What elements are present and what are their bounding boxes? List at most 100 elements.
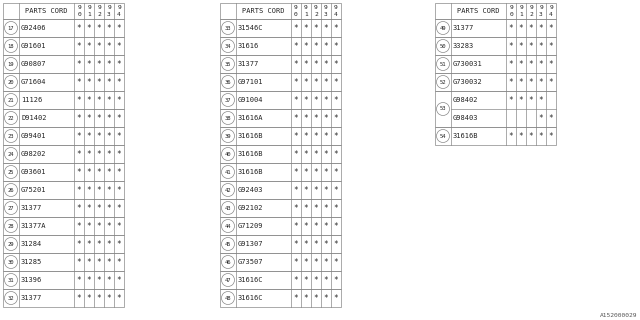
Text: *: * — [304, 276, 308, 284]
Text: 22: 22 — [8, 116, 14, 121]
Text: 9: 9 — [549, 5, 553, 10]
Text: *: * — [107, 149, 111, 158]
Text: 48: 48 — [225, 295, 231, 300]
Text: *: * — [116, 95, 122, 105]
Bar — [3, 109, 124, 127]
Bar — [3, 235, 124, 253]
Text: *: * — [97, 114, 101, 123]
Text: *: * — [324, 204, 328, 212]
Text: 0: 0 — [509, 12, 513, 17]
Text: *: * — [86, 132, 92, 140]
Text: *: * — [294, 293, 298, 302]
Text: *: * — [97, 167, 101, 177]
Text: 9: 9 — [539, 5, 543, 10]
Text: 17: 17 — [8, 26, 14, 30]
Text: *: * — [107, 60, 111, 68]
Text: 31616: 31616 — [238, 43, 259, 49]
Text: 4: 4 — [117, 12, 121, 17]
Text: 45: 45 — [225, 242, 231, 246]
Text: *: * — [97, 239, 101, 249]
Text: *: * — [77, 276, 81, 284]
Text: *: * — [529, 42, 533, 51]
Text: 31285: 31285 — [21, 259, 42, 265]
Text: *: * — [86, 204, 92, 212]
Text: *: * — [314, 258, 318, 267]
Text: *: * — [116, 114, 122, 123]
Bar — [220, 109, 341, 127]
Text: *: * — [314, 276, 318, 284]
Text: *: * — [294, 239, 298, 249]
Text: *: * — [304, 23, 308, 33]
Text: 41: 41 — [225, 170, 231, 174]
Text: *: * — [529, 77, 533, 86]
Text: 11126: 11126 — [21, 97, 42, 103]
Text: *: * — [333, 258, 339, 267]
Text: 39: 39 — [225, 133, 231, 139]
Text: 51: 51 — [440, 61, 446, 67]
Text: *: * — [86, 42, 92, 51]
Text: *: * — [539, 95, 543, 105]
Text: 9: 9 — [87, 5, 91, 10]
Text: *: * — [294, 221, 298, 230]
Text: *: * — [107, 204, 111, 212]
Text: 52: 52 — [440, 79, 446, 84]
Text: *: * — [509, 95, 513, 105]
Text: *: * — [294, 167, 298, 177]
Text: *: * — [333, 23, 339, 33]
Text: 35: 35 — [225, 61, 231, 67]
Text: 43: 43 — [225, 205, 231, 211]
Text: 2: 2 — [314, 12, 318, 17]
Text: *: * — [116, 149, 122, 158]
Text: 9: 9 — [519, 5, 523, 10]
Text: *: * — [97, 293, 101, 302]
Text: *: * — [304, 221, 308, 230]
Text: G71604: G71604 — [21, 79, 47, 85]
Text: *: * — [97, 221, 101, 230]
Text: 34: 34 — [225, 44, 231, 49]
Text: 9: 9 — [304, 5, 308, 10]
Text: *: * — [294, 60, 298, 68]
Text: 28: 28 — [8, 223, 14, 228]
Text: *: * — [333, 276, 339, 284]
Text: *: * — [539, 60, 543, 68]
Text: *: * — [97, 186, 101, 195]
Text: *: * — [107, 95, 111, 105]
Text: *: * — [304, 204, 308, 212]
Text: *: * — [314, 293, 318, 302]
Bar — [3, 199, 124, 217]
Text: 46: 46 — [225, 260, 231, 265]
Text: *: * — [86, 239, 92, 249]
Text: *: * — [333, 167, 339, 177]
Text: 4: 4 — [549, 12, 553, 17]
Text: *: * — [77, 77, 81, 86]
Text: *: * — [518, 132, 524, 140]
Text: 47: 47 — [225, 277, 231, 283]
Text: *: * — [86, 60, 92, 68]
Text: *: * — [333, 149, 339, 158]
Text: 53: 53 — [440, 107, 446, 111]
Text: G91004: G91004 — [238, 97, 264, 103]
Bar — [3, 3, 124, 19]
Text: *: * — [304, 132, 308, 140]
Bar — [435, 55, 556, 73]
Text: 9: 9 — [529, 5, 533, 10]
Text: *: * — [518, 95, 524, 105]
Text: *: * — [77, 23, 81, 33]
Text: *: * — [333, 42, 339, 51]
Text: *: * — [116, 258, 122, 267]
Text: *: * — [86, 167, 92, 177]
Text: *: * — [548, 23, 554, 33]
Text: *: * — [294, 132, 298, 140]
Bar — [3, 55, 124, 73]
Text: *: * — [314, 23, 318, 33]
Text: 31616B: 31616B — [453, 133, 479, 139]
Text: *: * — [77, 204, 81, 212]
Text: *: * — [116, 60, 122, 68]
Text: 0: 0 — [77, 12, 81, 17]
Bar — [3, 163, 124, 181]
Text: 9: 9 — [97, 5, 101, 10]
Text: *: * — [314, 149, 318, 158]
Text: *: * — [324, 114, 328, 123]
Text: *: * — [509, 23, 513, 33]
Text: *: * — [333, 95, 339, 105]
